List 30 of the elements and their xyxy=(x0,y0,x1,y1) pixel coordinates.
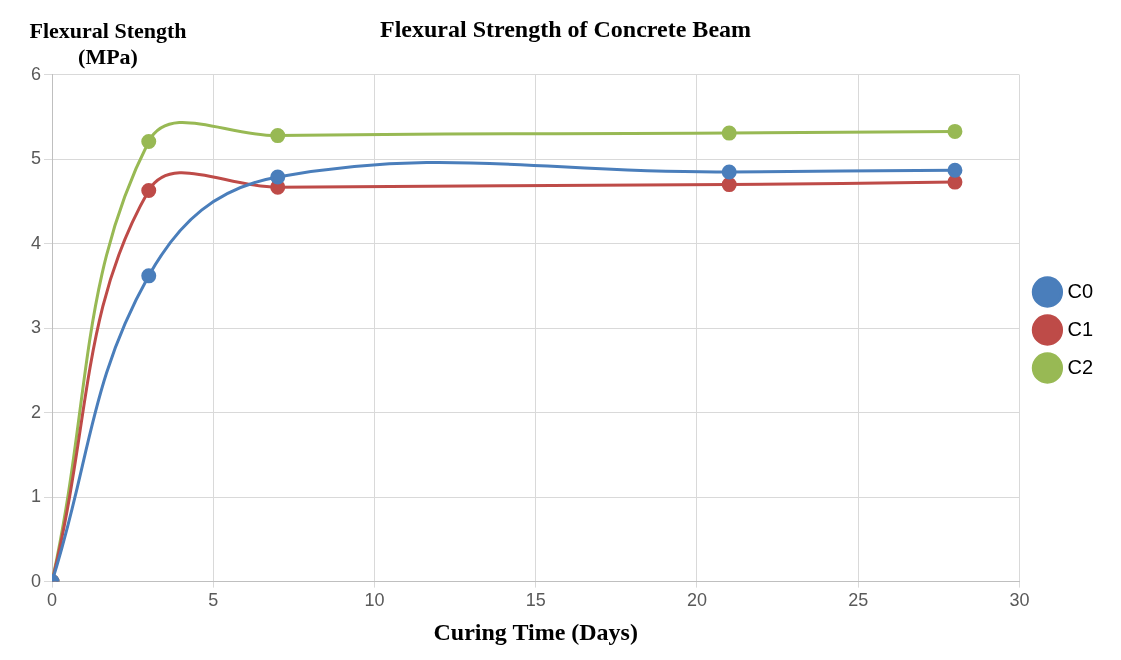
x-tick-label: 5 xyxy=(208,590,219,611)
legend-label: C0 xyxy=(1067,279,1094,302)
x-tick-label: 30 xyxy=(1009,590,1030,611)
point xyxy=(141,268,157,284)
legend-label: C2 xyxy=(1067,355,1094,378)
x-tick-label: 10 xyxy=(364,590,385,611)
point xyxy=(141,183,157,199)
x-tick-label: 20 xyxy=(686,590,707,611)
x-tick-label: 25 xyxy=(848,590,869,611)
point xyxy=(721,125,737,141)
point xyxy=(947,123,963,139)
chart-title: Flexural Strength of Concrete Beam xyxy=(379,15,752,42)
y-tick-label: 3 xyxy=(31,317,42,338)
point xyxy=(947,174,963,190)
point xyxy=(947,162,963,178)
point xyxy=(141,134,157,150)
y-tick-label: 0 xyxy=(31,570,42,591)
y-tick-label: 4 xyxy=(31,232,42,253)
y-tick-label: 5 xyxy=(31,148,42,169)
legend-label: C1 xyxy=(1067,317,1094,340)
y-tick-label: 6 xyxy=(31,63,42,84)
point xyxy=(721,177,737,193)
x-tick-label: 0 xyxy=(47,590,58,611)
x-tick-label: 15 xyxy=(525,590,546,611)
point xyxy=(270,169,286,185)
point xyxy=(270,128,286,144)
x-axis-title: Curing Time (Days) xyxy=(433,618,638,645)
y-tick-label: 1 xyxy=(31,486,42,507)
point xyxy=(721,164,737,180)
y-tick-label: 2 xyxy=(31,401,42,422)
